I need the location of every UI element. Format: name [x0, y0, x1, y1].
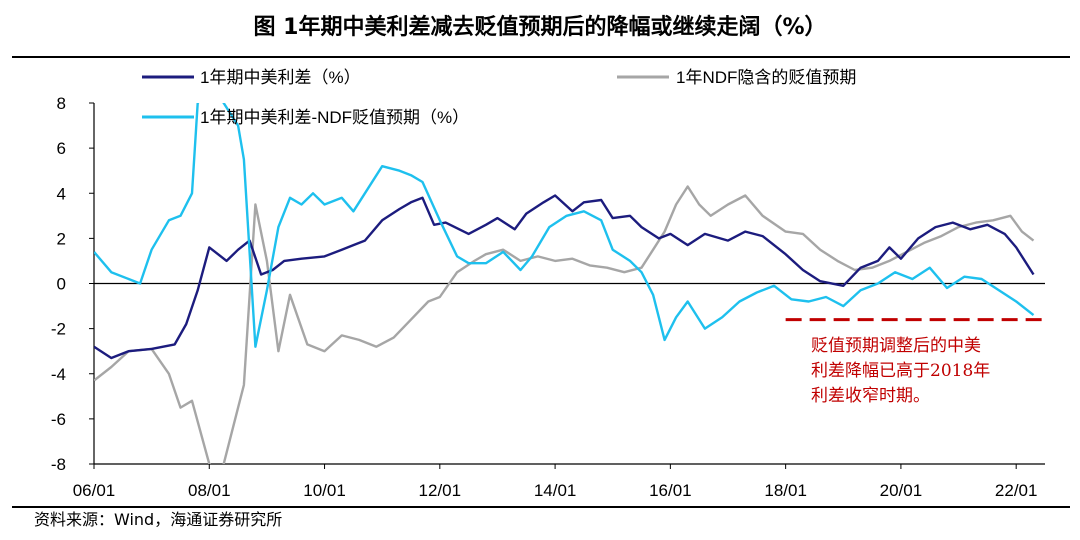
- y-tick-label: 6: [57, 139, 66, 158]
- y-tick-label: -6: [51, 410, 66, 429]
- y-tick-label: 4: [57, 184, 66, 203]
- y-tick-label: -2: [51, 320, 66, 339]
- x-tick-label: 06/01: [73, 481, 116, 500]
- legend-label: 1年期中美利差-NDF贬值预期（%）: [200, 108, 469, 127]
- annotation-line: 利差收窄时期。: [811, 386, 930, 406]
- x-tick-label: 22/01: [995, 481, 1038, 500]
- legend-label: 1年期中美利差（%）: [200, 68, 361, 87]
- series-line-adjusted-diff: [94, 103, 1035, 348]
- chart-title: 图 1年期中美利差减去贬值预期后的降幅或继续走阔（%）: [253, 15, 827, 40]
- series-line-interest-diff: [94, 194, 1035, 360]
- series-line-ndf-depreciation: [94, 185, 1035, 464]
- y-tick-label: 2: [57, 229, 66, 248]
- annotation-line: 贬值预期调整后的中美: [811, 336, 981, 356]
- y-tick-label: 8: [57, 94, 66, 113]
- x-tick-label: 20/01: [880, 481, 923, 500]
- y-tick-label: -8: [51, 455, 66, 474]
- y-tick-label: 0: [57, 275, 66, 294]
- annotation-line: 利差降幅已高于2018年: [811, 361, 990, 381]
- source-divider: [12, 506, 1070, 508]
- source-note: 资料来源：Wind，海通证券研究所: [34, 510, 283, 529]
- x-tick-label: 14/01: [534, 481, 577, 500]
- x-tick-label: 12/01: [419, 481, 462, 500]
- x-tick-label: 08/01: [188, 481, 231, 500]
- title-divider: [12, 56, 1070, 58]
- x-tick-label: 16/01: [649, 481, 692, 500]
- x-tick-label: 10/01: [303, 481, 346, 500]
- x-tick-label: 18/01: [764, 481, 807, 500]
- legend-label: 1年NDF隐含的贬值预期: [676, 68, 856, 87]
- y-tick-label: -4: [51, 365, 66, 384]
